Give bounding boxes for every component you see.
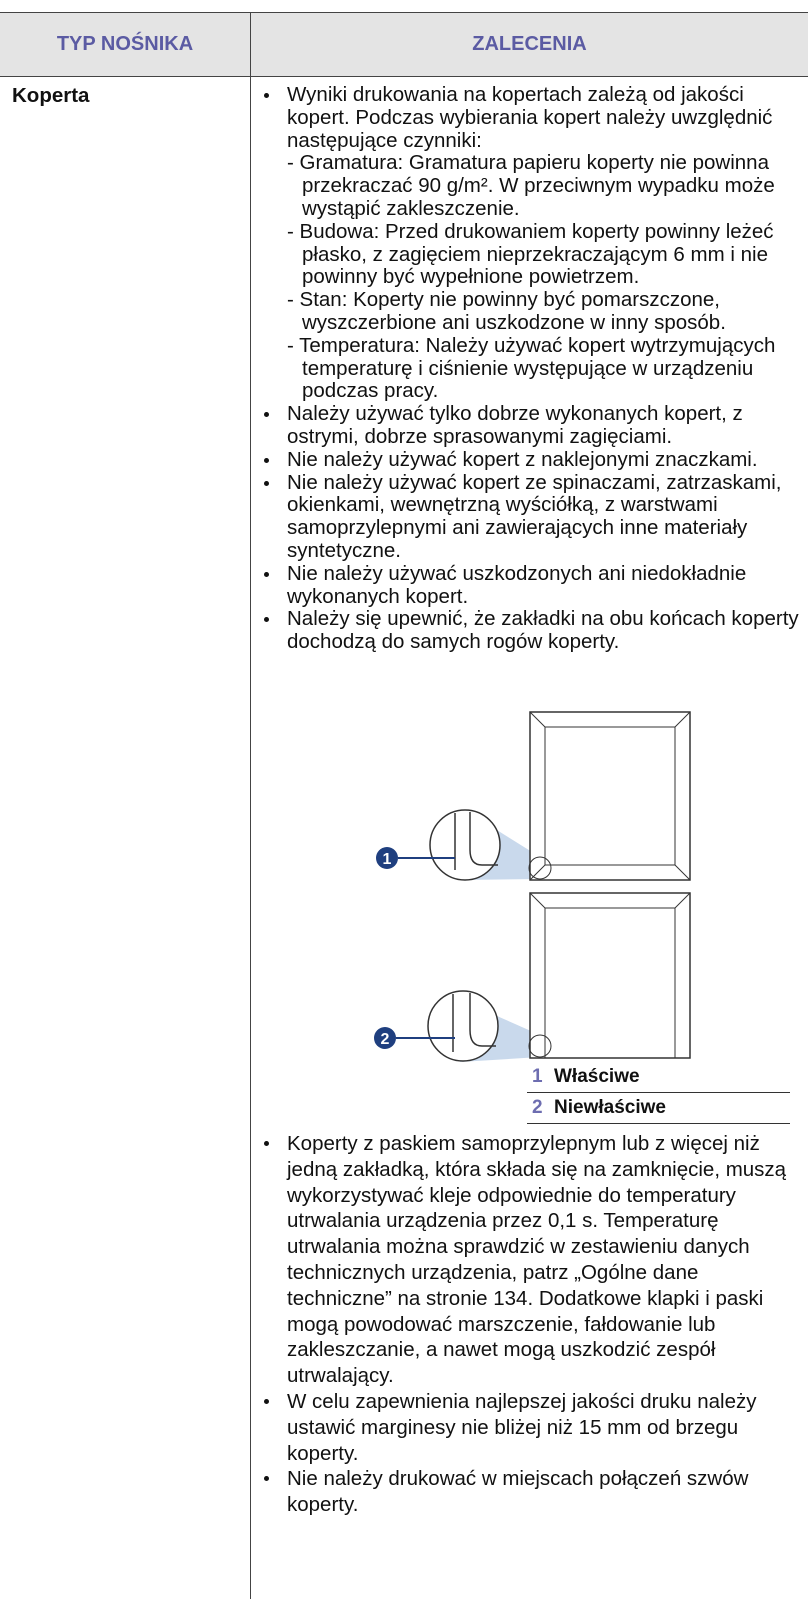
sub-item: - Stan: Koperty nie powinny być pomarszc… [287, 288, 726, 334]
bullet [264, 412, 269, 418]
bullet-item: Nie należy używać uszkodzonych ani niedo… [262, 561, 802, 609]
envelope-figure: 1 2 [374, 711, 691, 1062]
sub-item: - Budowa: Przed drukowaniem koperty powi… [287, 219, 774, 289]
callout-number: 1 [383, 851, 392, 868]
legend-row: 2 Niewłaściwe [527, 1093, 790, 1124]
table-header: TYP NOŚNIKA ZALECENIA [0, 12, 808, 77]
bullet-list: Należy używać tylko dobrze wykonanych ko… [262, 402, 802, 654]
legend-row: 1 Właściwe [527, 1062, 790, 1093]
bullet [264, 1398, 269, 1404]
item-text: W celu zapewnienia najlepszej jakości dr… [287, 1389, 757, 1465]
sub-list: - Gramatura: Gramatura papieru koperty n… [287, 151, 802, 403]
header-cell: ZALECENIA [472, 33, 587, 55]
bullet-item: Nie należy używać kopert ze spinaczami, … [262, 470, 802, 563]
bullet-item: Wyniki drukowania na kopertach zależą od… [262, 83, 802, 403]
bullet [264, 617, 269, 623]
bullet-item: Koperty z paskiem samoprzylepnym lub z w… [262, 1131, 802, 1389]
bullet-item: Nie należy drukować w miejscach połączeń… [262, 1466, 802, 1518]
bullet-item: W celu zapewnienia najlepszej jakości dr… [262, 1389, 802, 1466]
legend-label: Niewłaściwe [554, 1097, 666, 1118]
item-text: Nie należy używać kopert ze spinaczami, … [287, 470, 782, 562]
bullet [264, 1476, 269, 1482]
bullet [264, 93, 269, 98]
bullet-item: Nie należy używać kopert z naklejonymi z… [262, 447, 802, 472]
bullet [264, 480, 269, 486]
item-text: Koperty z paskiem samoprzylepnym lub z w… [287, 1132, 787, 1388]
envelope-bad: 2 [374, 892, 691, 1062]
bullet-item: Należy się upewnić, że zakładki na obu k… [262, 608, 802, 654]
header-cell: TYP NOŚNIKA [56, 33, 194, 55]
media-type: Koperta [12, 84, 90, 107]
legend-label: Właściwe [554, 1066, 640, 1087]
column-divider [250, 12, 251, 1599]
bullet [264, 1141, 269, 1146]
bullet [264, 571, 269, 577]
item-text: Wyniki drukowania na kopertach zależą od… [287, 83, 773, 152]
sub-item: - Temperatura: Należy używać kopert wytr… [287, 333, 776, 403]
bullet-item: Należy używać tylko dobrze wykonanych ko… [262, 402, 802, 449]
legend-number: 2 [532, 1097, 543, 1118]
sub-item: - Gramatura: Gramatura papieru koperty n… [287, 151, 775, 220]
legend-number: 1 [532, 1066, 543, 1087]
item-text: Nie należy używać kopert z naklejonymi z… [287, 447, 758, 471]
recommendations: Wyniki drukowania na kopertach zależą od… [262, 83, 802, 654]
bullet [264, 457, 269, 463]
callout-number: 2 [381, 1031, 390, 1048]
envelope-good: 1 [376, 711, 691, 881]
item-text: Nie należy używać uszkodzonych ani niedo… [287, 561, 747, 608]
recommendations-continued: Koperty z paskiem samoprzylepnym lub z w… [262, 1131, 802, 1518]
item-text: Nie należy drukować w miejscach połączeń… [287, 1467, 749, 1517]
item-text: Należy się upewnić, że zakładki na obu k… [287, 607, 799, 654]
figure-legend: 1 Właściwe 2 Niewłaściwe [527, 1062, 790, 1124]
item-text: Należy używać tylko dobrze wykonanych ko… [287, 402, 743, 448]
